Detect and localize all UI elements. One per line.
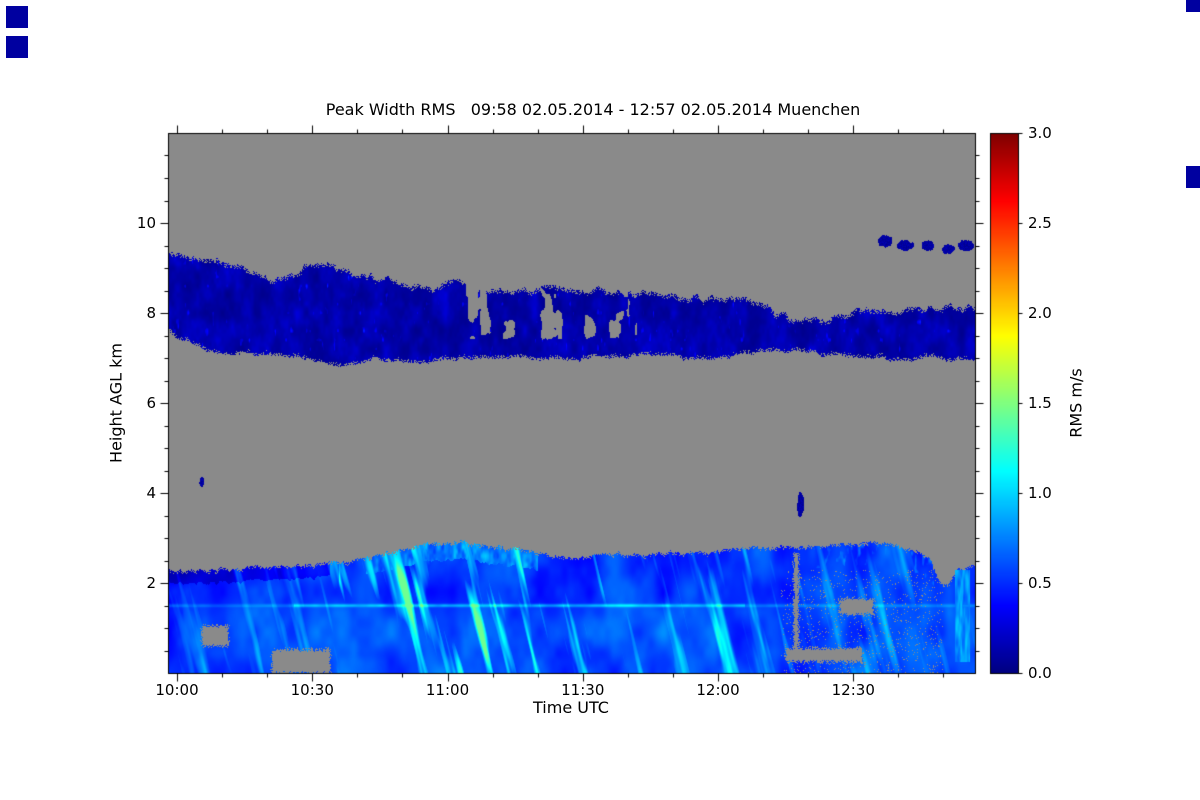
- x-tick-label: 11:00: [425, 681, 470, 699]
- colorbar-tick-label: 0.5: [1028, 574, 1052, 592]
- colorbar-tick-label: 1.5: [1028, 394, 1052, 412]
- colorbar-tick-label: 1.0: [1028, 484, 1052, 502]
- y-tick-label: 4: [146, 484, 156, 502]
- y-tick-label: 6: [146, 394, 156, 412]
- colorbar-tick-label: 0.0: [1028, 664, 1052, 682]
- colorbar-tick-label: 2.5: [1028, 214, 1052, 232]
- x-tick-label: 12:30: [831, 681, 875, 699]
- corner-marker: [6, 36, 28, 58]
- x-tick-label: 12:00: [696, 681, 740, 699]
- x-axis-label: Time UTC: [533, 698, 609, 717]
- corner-marker: [1186, 0, 1200, 12]
- corner-marker: [1186, 166, 1200, 188]
- x-tick-label: 10:00: [155, 681, 199, 699]
- y-tick-label: 8: [146, 304, 156, 322]
- colorbar-tick-label: 3.0: [1028, 124, 1052, 142]
- chart-title: Peak Width RMS 09:58 02.05.2014 - 12:57 …: [325, 100, 861, 119]
- x-tick-label: 11:30: [561, 681, 605, 699]
- y-tick-label: 10: [136, 214, 156, 232]
- colorbar-tick-label: 2.0: [1028, 304, 1052, 322]
- y-tick-label: 2: [146, 574, 156, 592]
- colorbar-label: RMS m/s: [1066, 368, 1086, 438]
- x-tick-label: 10:30: [290, 681, 334, 699]
- corner-marker: [6, 6, 28, 28]
